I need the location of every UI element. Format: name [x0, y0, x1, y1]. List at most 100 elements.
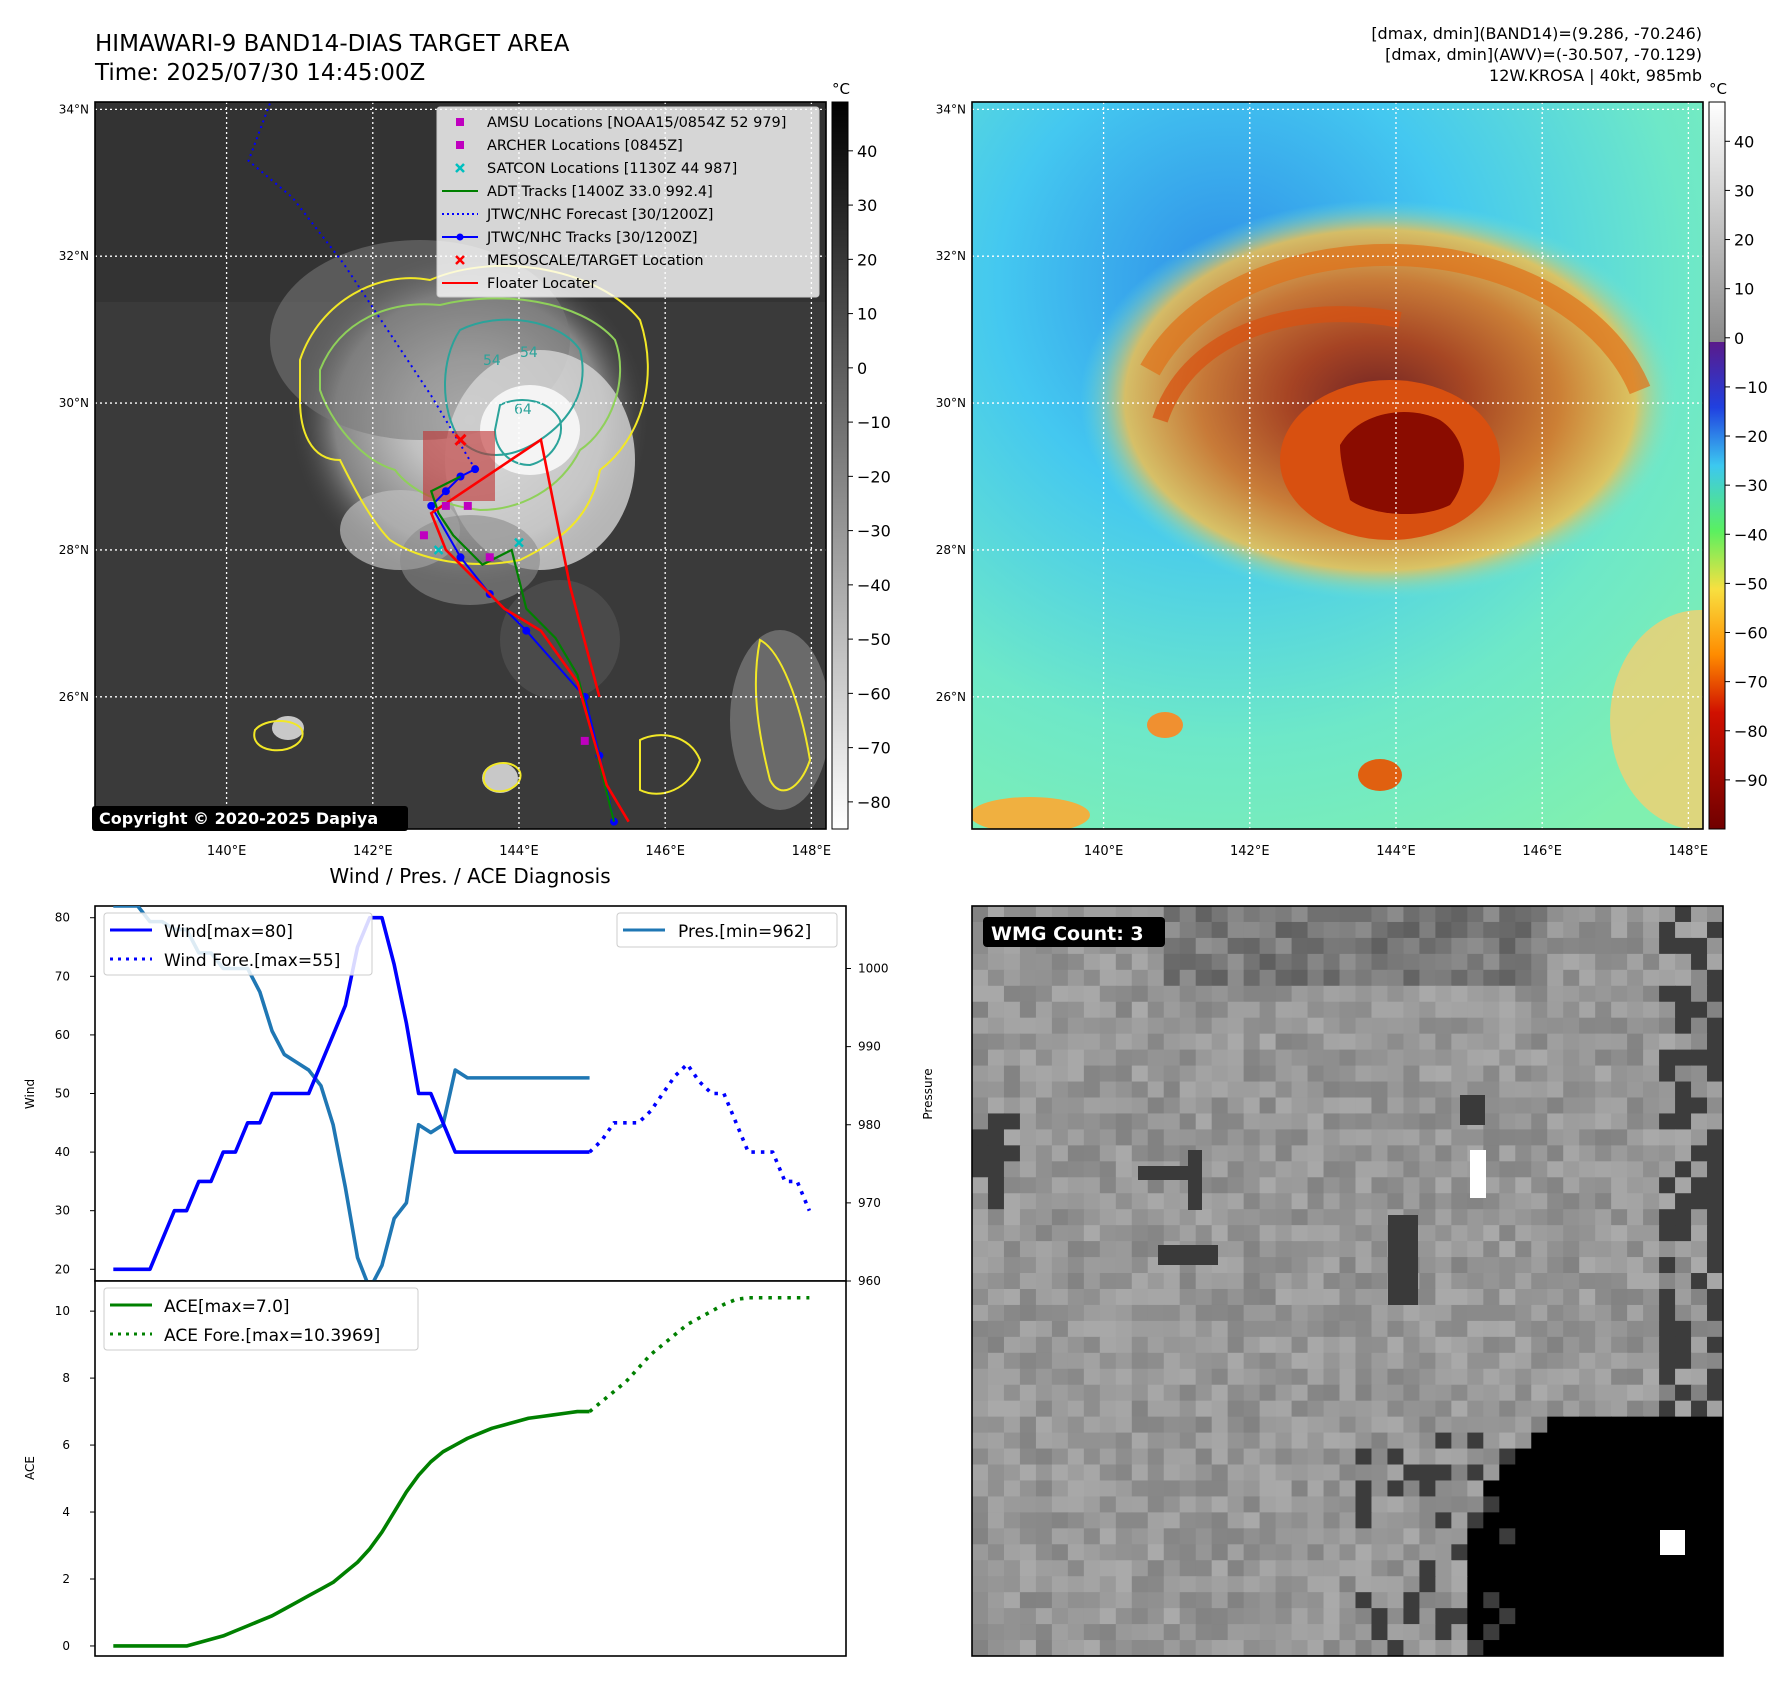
wmg-pixel	[1195, 1608, 1213, 1625]
wmg-pixel	[1387, 1576, 1405, 1593]
wmg-pixel	[972, 1496, 989, 1513]
wmg-pixel	[1579, 1528, 1596, 1545]
wmg-pixel	[1675, 1288, 1692, 1306]
wmg-pixel	[1211, 1480, 1229, 1498]
wmg-pixel	[1531, 1512, 1548, 1529]
wmg-pixel	[1051, 1352, 1069, 1370]
wmg-pixel	[1467, 1304, 1484, 1322]
wmg-pixel	[1227, 1049, 1245, 1067]
wmg-pixel	[1323, 906, 1341, 923]
wmg-pixel	[1195, 1496, 1213, 1513]
wmg-pixel	[1275, 921, 1293, 939]
wmg-pixel	[1611, 1624, 1628, 1641]
wmg-pixel	[1323, 1081, 1341, 1099]
wmg-pixel	[1627, 1464, 1644, 1482]
wmg-pixel	[1259, 1177, 1277, 1194]
wmg-pixel	[1307, 1273, 1325, 1290]
wmg-pixel	[1627, 921, 1644, 939]
wind-legend-2: Wind Fore.[max=55]	[164, 951, 340, 971]
wmg-pixel	[1515, 1273, 1532, 1290]
wmg-pixel	[1691, 1320, 1708, 1338]
wmg-pixel	[1339, 1129, 1357, 1146]
wmg-pixel	[1563, 1049, 1580, 1067]
wmg-pixel	[1035, 1576, 1053, 1593]
wmg-pixel	[1291, 1193, 1309, 1210]
wmg-pixel	[1019, 1049, 1037, 1067]
wmg-pixel	[1259, 1320, 1277, 1338]
wmg-pixel	[1339, 1544, 1357, 1561]
wmg-pixel	[1675, 1384, 1692, 1402]
wmg-pixel	[1323, 1384, 1341, 1402]
wmg-pixel	[1691, 1416, 1708, 1434]
wmg-pixel	[1259, 1145, 1277, 1162]
wmg-pixel	[1131, 1528, 1149, 1545]
wmg-pixel	[1563, 985, 1580, 1003]
wmg-pixel	[1339, 1608, 1357, 1625]
wmg-pixel	[1627, 1288, 1644, 1306]
wmg-pixel	[1643, 1384, 1660, 1402]
wmg-pixel	[1563, 1017, 1580, 1035]
wmg-pixel	[1115, 1496, 1133, 1513]
wmg-pixel	[1371, 1288, 1389, 1306]
wmg-pixel	[1179, 1065, 1197, 1083]
ace-ylabel: ACE	[23, 1456, 37, 1480]
wmg-pixel	[1115, 1033, 1133, 1051]
wmg-pixel	[1067, 1384, 1085, 1402]
wmg-pixel	[1547, 1336, 1564, 1354]
wmg-pixel	[1643, 1001, 1660, 1019]
wmg-pixel	[1387, 921, 1405, 939]
wmg-pixel	[1691, 953, 1708, 971]
wmg-pixel	[1403, 1161, 1421, 1178]
wmg-pixel	[1307, 1560, 1325, 1577]
colorbar-tick-label: 0	[1734, 329, 1744, 348]
wmg-pixel	[1435, 1624, 1452, 1641]
wmg-pixel	[1627, 1320, 1644, 1338]
wmg-pixel	[972, 1560, 989, 1577]
wmg-pixel	[1563, 1241, 1580, 1258]
wmg-pixel	[1083, 1017, 1101, 1035]
wmg-pixel	[1307, 1225, 1325, 1242]
wmg-pixel	[1643, 921, 1660, 939]
wmg-pixel	[1419, 1145, 1436, 1162]
wmg-pixel	[1579, 1145, 1596, 1162]
wmg-pixel	[1563, 1416, 1580, 1434]
wmg-pixel	[1307, 1336, 1325, 1354]
wmg-pixel	[1643, 1177, 1660, 1194]
wmg-pixel	[1019, 1273, 1037, 1290]
wmg-pixel	[1483, 1177, 1500, 1194]
wmg-pixel	[1563, 1480, 1580, 1498]
wmg-pixel	[1435, 1480, 1452, 1498]
wmg-pixel	[1499, 1081, 1516, 1099]
wmg-pixel	[1531, 1257, 1548, 1274]
wmg-pixel	[1627, 1496, 1644, 1513]
wmg-pixel	[1387, 985, 1405, 1003]
wmg-pixel	[1195, 1400, 1213, 1418]
wmg-pixel	[1435, 1145, 1452, 1162]
diag-title: Wind / Pres. / ACE Diagnosis	[329, 864, 610, 888]
pres-ylabel: Pressure	[921, 1068, 935, 1119]
wmg-pixel	[1163, 921, 1181, 939]
wmg-pixel	[1675, 1129, 1692, 1146]
wmg-pixel	[1211, 1304, 1229, 1322]
wmg-pixel	[1243, 1017, 1261, 1035]
wmg-pixel	[1275, 1480, 1293, 1498]
colorbar-tick-label: −80	[1734, 722, 1768, 741]
wmg-pixel	[1131, 1129, 1149, 1146]
wmg-pixel	[1179, 1480, 1197, 1498]
wmg-pixel	[1131, 1416, 1149, 1434]
wmg-pixel	[1435, 1640, 1452, 1656]
wmg-pixel	[1531, 1081, 1548, 1099]
wmg-pixel	[1371, 1129, 1389, 1146]
wmg-pixel	[1627, 1065, 1644, 1083]
color-map-lat-label: 26°N	[936, 690, 966, 704]
wmg-pixel	[1515, 906, 1532, 923]
wmg-pixel	[1627, 1145, 1644, 1162]
wmg-pixel	[1035, 1241, 1053, 1258]
wmg-pixel	[1707, 1001, 1723, 1019]
wmg-pixel	[1227, 1544, 1245, 1561]
wmg-pixel	[1707, 1257, 1723, 1274]
wmg-pixel	[1483, 1448, 1500, 1466]
wmg-pixel	[1243, 1257, 1261, 1274]
wmg-pixel	[1291, 1384, 1309, 1402]
